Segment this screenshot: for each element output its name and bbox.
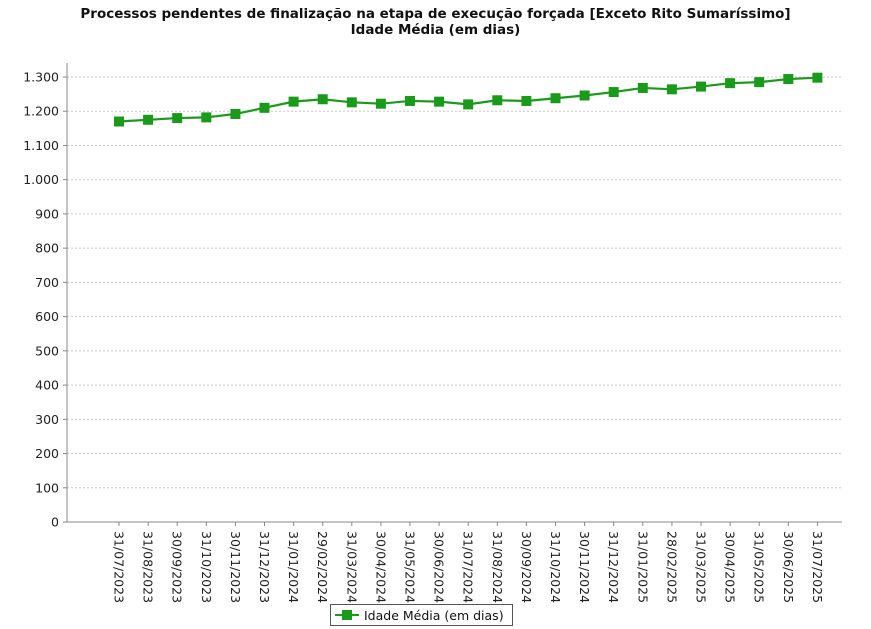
data-point: [346, 97, 357, 108]
x-tick-label: 30/11/2024: [577, 531, 592, 603]
data-point: [579, 90, 590, 101]
y-tick-label: 100: [35, 480, 59, 495]
legend-series-label: Idade Média (em dias): [364, 607, 504, 623]
x-tick-label: 31/08/2024: [490, 531, 505, 603]
data-point: [492, 95, 503, 106]
x-tick-label: 28/02/2025: [664, 531, 679, 603]
chart-subtitle: Idade Média (em dias): [350, 22, 521, 38]
x-tick-label: 30/04/2024: [373, 531, 388, 603]
data-point: [637, 82, 648, 93]
data-point: [725, 78, 736, 89]
x-tick-label: 30/04/2025: [723, 531, 738, 603]
x-tick-label: 31/07/2023: [112, 531, 127, 603]
x-tick-label: 29/02/2024: [315, 531, 330, 603]
x-tick-label: 31/07/2025: [810, 531, 825, 603]
data-point: [463, 99, 474, 110]
y-tick-label: 1.100: [23, 138, 59, 153]
data-point: [608, 87, 619, 98]
x-tick-label: 30/09/2024: [519, 531, 534, 603]
chart-title-block: Processos pendentes de finalização na et…: [0, 6, 871, 38]
y-tick-label: 800: [35, 241, 59, 256]
data-point: [317, 94, 328, 105]
y-tick-label: 1.300: [23, 70, 59, 85]
data-point: [288, 96, 299, 107]
data-point: [783, 74, 794, 85]
data-point: [550, 93, 561, 104]
data-point: [375, 98, 386, 109]
data-point: [754, 77, 765, 88]
x-tick-label: 31/10/2023: [199, 531, 214, 603]
data-point: [521, 95, 532, 106]
x-tick-label: 31/05/2024: [403, 531, 418, 603]
y-tick-label: 900: [35, 206, 59, 221]
y-tick-label: 600: [35, 309, 59, 324]
y-tick-label: 300: [35, 412, 59, 427]
x-tick-label: 31/01/2025: [635, 531, 650, 603]
y-tick-label: 1.200: [23, 104, 59, 119]
y-tick-label: 400: [35, 378, 59, 393]
data-point: [114, 116, 124, 127]
x-tick-label: 31/05/2025: [752, 531, 767, 603]
x-tick-label: 31/07/2024: [461, 531, 476, 603]
data-point: [666, 84, 677, 95]
legend: Idade Média (em dias): [330, 604, 513, 626]
y-tick-label: 1.000: [23, 172, 59, 187]
chart-title: Processos pendentes de finalização na et…: [80, 6, 791, 22]
x-tick-label: 31/08/2023: [141, 531, 156, 603]
x-tick-label: 30/09/2023: [170, 531, 185, 603]
y-tick-label: 700: [35, 275, 59, 290]
x-tick-label: 31/01/2024: [286, 531, 301, 603]
data-point: [143, 114, 154, 125]
data-point: [696, 81, 706, 92]
data-point: [434, 96, 445, 107]
data-point: [201, 112, 212, 123]
data-point: [812, 72, 823, 83]
data-point: [230, 108, 241, 119]
y-tick-label: 200: [35, 446, 59, 461]
y-tick-label: 0: [51, 515, 59, 530]
x-tick-label: 31/12/2023: [257, 531, 272, 603]
data-point: [259, 102, 270, 113]
x-tick-label: 30/06/2024: [432, 531, 447, 603]
x-tick-label: 31/03/2025: [694, 531, 709, 603]
data-point: [172, 113, 183, 124]
x-tick-label: 31/03/2024: [344, 531, 359, 603]
data-point: [405, 95, 415, 106]
x-tick-label: 31/12/2024: [606, 531, 621, 603]
y-tick-label: 500: [35, 343, 59, 358]
x-tick-label: 31/10/2024: [548, 531, 563, 603]
x-tick-label: 30/06/2025: [781, 531, 796, 603]
x-tick-label: 30/11/2023: [228, 531, 243, 603]
legend-series-marker: [335, 609, 359, 621]
